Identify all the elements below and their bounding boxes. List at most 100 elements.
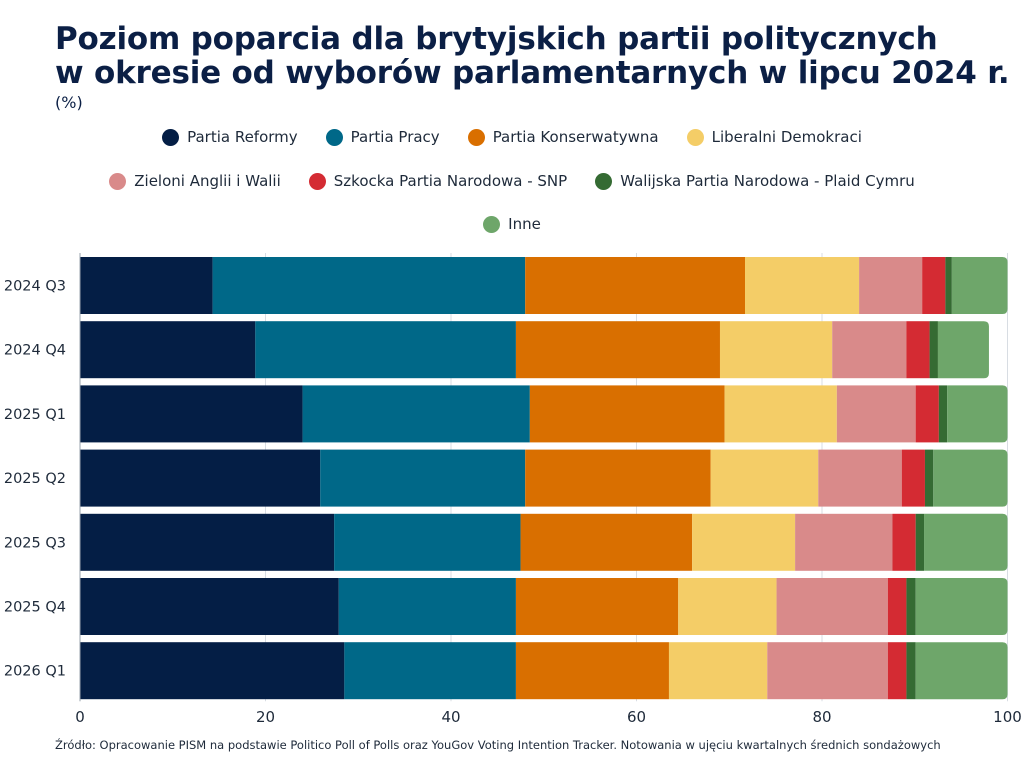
legend-item-walijska-partia-narodowa-plaid-cymru[interactable]: Walijska Partia Narodowa - Plaid Cymru <box>595 172 915 190</box>
bar-segment-szkocka-partia-narodowa-snp <box>915 385 939 443</box>
legend-label: Zieloni Anglii i Walii <box>134 172 281 190</box>
legend-label: Partia Konserwatywna <box>492 128 659 146</box>
legend-label: Szkocka Partia Narodowa - SNP <box>333 172 568 190</box>
bar-segment-zieloni-anglii-i-walii <box>859 257 923 314</box>
legend-label: Walijska Partia Narodowa - Plaid Cymru <box>620 172 915 190</box>
bar-segment-walijska-partia-narodowa-plaid-cymru <box>906 642 916 700</box>
bar-segment-liberalni-demokraci <box>668 642 768 700</box>
bar-segment-inne <box>951 257 1008 314</box>
bar-segment-zieloni-anglii-i-walii <box>767 642 888 700</box>
bar-segment-walijska-partia-narodowa-plaid-cymru <box>938 385 948 443</box>
bar-segment-liberalni-demokraci <box>724 385 837 443</box>
bar-segment-partia-konserwatywna <box>529 385 725 443</box>
y-tick-label: 2025 Q1 <box>4 407 66 423</box>
chart-title: Poziom poparcia dla brytyjskich partii p… <box>55 22 1010 90</box>
legend-label: Liberalni Demokraci <box>711 128 862 146</box>
bar-segment-liberalni-demokraci <box>745 257 860 314</box>
legend-swatch-icon <box>686 128 704 146</box>
bar-segment-zieloni-anglii-i-walii <box>832 321 907 379</box>
bar-segment-inne <box>915 642 1008 700</box>
bar-segment-zieloni-anglii-i-walii <box>795 513 893 571</box>
bar-segment-partia-reformy <box>80 642 345 700</box>
bar-segment-partia-pracy <box>302 385 530 443</box>
x-tick-label: 0 <box>75 708 85 726</box>
legend-item-zieloni-anglii-i-walii[interactable]: Zieloni Anglii i Walii <box>109 172 281 190</box>
legend-swatch-icon <box>467 128 485 146</box>
bar-segment-liberalni-demokraci <box>678 578 777 635</box>
bar-segment-partia-pracy <box>255 321 516 379</box>
bar-segment-walijska-partia-narodowa-plaid-cymru <box>906 578 916 635</box>
bar-segment-inne <box>915 578 1008 635</box>
bar-segment-partia-konserwatywna <box>525 257 746 314</box>
bar-segment-inne <box>937 321 989 379</box>
bar-segment-partia-reformy <box>80 257 213 314</box>
bar-segment-partia-reformy <box>80 578 339 635</box>
x-tick-label: 40 <box>441 708 460 726</box>
x-tick-label: 100 <box>993 708 1022 726</box>
bar-segment-inne <box>933 449 1008 507</box>
bar-segment-liberalni-demokraci <box>692 513 796 571</box>
legend-item-partia-konserwatywna[interactable]: Partia Konserwatywna <box>467 128 659 146</box>
chart-title-line-2: w okresie od wyborów parlamentarnych w l… <box>55 55 1010 91</box>
bar-segment-partia-konserwatywna <box>515 321 720 379</box>
x-tick-label: 60 <box>627 708 646 726</box>
legend-swatch-icon <box>109 172 127 190</box>
bar-segment-partia-pracy <box>344 642 516 700</box>
chart-title-line-1: Poziom poparcia dla brytyjskich partii p… <box>55 21 938 57</box>
bar-segment-zieloni-anglii-i-walii <box>776 578 888 635</box>
bar-segment-szkocka-partia-narodowa-snp <box>887 642 907 700</box>
bar-segment-szkocka-partia-narodowa-snp <box>922 257 946 314</box>
bar-segment-walijska-partia-narodowa-plaid-cymru <box>945 257 952 314</box>
bar-segment-zieloni-anglii-i-walii <box>818 449 902 507</box>
bar-segment-zieloni-anglii-i-walii <box>836 385 916 443</box>
legend-swatch-icon <box>325 128 343 146</box>
legend-item-partia-pracy[interactable]: Partia Pracy <box>325 128 440 146</box>
legend-item-liberalni-demokraci[interactable]: Liberalni Demokraci <box>686 128 862 146</box>
bar-segment-partia-reformy <box>80 449 321 507</box>
x-tick-label: 20 <box>256 708 275 726</box>
bar-segment-partia-pracy <box>334 513 521 571</box>
bar-segment-liberalni-demokraci <box>710 449 819 507</box>
bar-segment-partia-pracy <box>320 449 526 507</box>
bar-segment-walijska-partia-narodowa-plaid-cymru <box>924 449 934 507</box>
bar-segment-partia-reformy <box>80 385 303 443</box>
bar-segment-partia-reformy <box>80 321 256 379</box>
bar-segment-partia-konserwatywna <box>515 642 669 700</box>
legend-item-partia-reformy[interactable]: Partia Reformy <box>162 128 298 146</box>
y-tick-label: 2025 Q4 <box>4 600 66 616</box>
bar-segment-partia-konserwatywna <box>525 449 711 507</box>
bar-segment-partia-reformy <box>80 513 335 571</box>
bar-segment-szkocka-partia-narodowa-snp <box>906 321 930 379</box>
bar-segment-walijska-partia-narodowa-plaid-cymru <box>929 321 938 379</box>
y-tick-label: 2025 Q2 <box>4 471 66 487</box>
bar-segment-szkocka-partia-narodowa-snp <box>887 578 907 635</box>
bar-segment-partia-pracy <box>212 257 526 314</box>
y-tick-label: 2024 Q4 <box>4 343 66 359</box>
bar-segment-inne <box>924 513 1008 571</box>
legend-row: Zieloni Anglii i Walii Szkocka Partia Nar… <box>0 172 1024 194</box>
legend-row: Inne <box>0 215 1024 237</box>
bar-segment-partia-pracy <box>338 578 516 635</box>
y-tick-label: 2024 Q3 <box>4 279 66 295</box>
legend-label: Partia Pracy <box>350 128 440 146</box>
bar-segment-szkocka-partia-narodowa-snp <box>892 513 916 571</box>
bar-segment-liberalni-demokraci <box>719 321 833 379</box>
bar-segment-partia-konserwatywna <box>515 578 679 635</box>
chart-subtitle: (%) <box>55 93 83 112</box>
bar-segment-szkocka-partia-narodowa-snp <box>901 449 925 507</box>
legend-swatch-icon <box>595 172 613 190</box>
legend-label: Partia Reformy <box>187 128 298 146</box>
y-tick-label: 2026 Q1 <box>4 664 66 680</box>
legend-item-szkocka-partia-narodowa-snp[interactable]: Szkocka Partia Narodowa - SNP <box>308 172 568 190</box>
legend-swatch-icon <box>162 128 180 146</box>
y-tick-label: 2025 Q3 <box>4 535 66 551</box>
bar-segment-walijska-partia-narodowa-plaid-cymru <box>915 513 925 571</box>
legend-row: Partia Reformy Partia Pracy Partia Konserw… <box>0 128 1024 150</box>
legend-label: Inne <box>508 215 541 233</box>
legend-swatch-icon <box>308 172 326 190</box>
x-tick-label: 80 <box>812 708 831 726</box>
bar-segment-partia-konserwatywna <box>520 513 693 571</box>
legend-item-inne[interactable]: Inne <box>483 215 541 233</box>
legend-swatch-icon <box>483 215 501 233</box>
